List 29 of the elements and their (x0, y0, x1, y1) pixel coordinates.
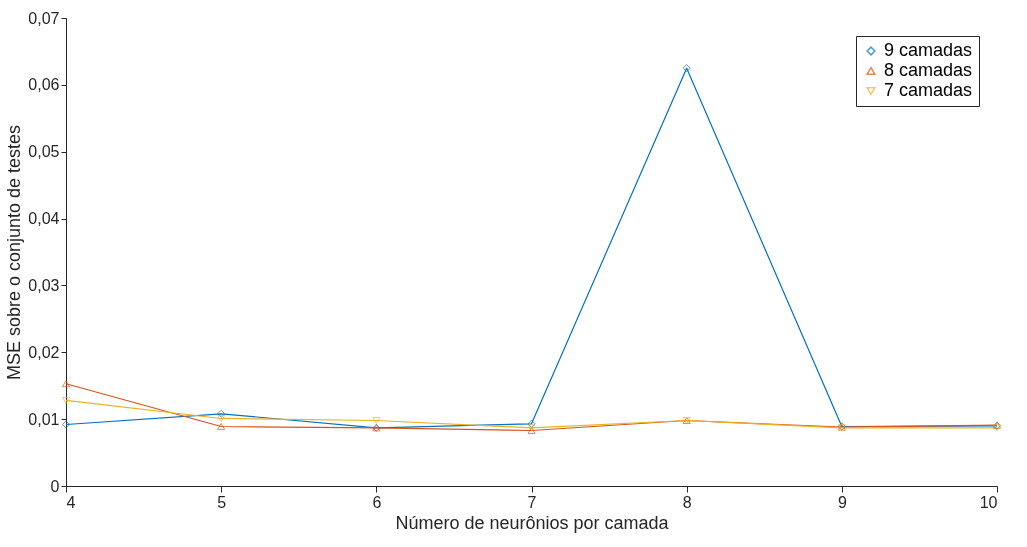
point (217, 414, 226, 423)
x-tick-label: 7 (527, 493, 537, 511)
x-tick-label: 9 (837, 493, 847, 511)
y-tick-label: 0,01 (28, 410, 60, 428)
y-tick-label: 0,05 (28, 143, 60, 161)
y-tick-label: 0,07 (28, 9, 60, 27)
point (527, 419, 536, 428)
legend-label: 9 camadas (884, 40, 973, 60)
x-axis-title: Número de neurônios por camada (395, 512, 670, 533)
x-tick-label: 4 (66, 493, 76, 511)
y-tick-label: 0,02 (28, 343, 60, 361)
y-tick-label: 0 (50, 477, 60, 495)
x-tick-label: 10 (979, 493, 998, 511)
y-tick-label: 0,04 (28, 210, 60, 228)
legend-label: 7 camadas (884, 80, 973, 100)
point (61, 420, 71, 429)
y-tick-label: 0,06 (28, 76, 60, 94)
y-axis-title: MSE sobre o conjunto de testes (4, 124, 25, 381)
x-tick-label: 5 (217, 493, 227, 511)
x-tick-label: 6 (372, 493, 382, 511)
legend-label: 8 camadas (884, 60, 973, 80)
point (372, 416, 381, 425)
x-tick-label: 8 (682, 493, 692, 511)
point (682, 64, 691, 73)
point (217, 422, 226, 431)
point (217, 409, 226, 418)
point (61, 396, 71, 404)
point (61, 380, 71, 388)
y-tick-label: 0,03 (28, 276, 60, 294)
